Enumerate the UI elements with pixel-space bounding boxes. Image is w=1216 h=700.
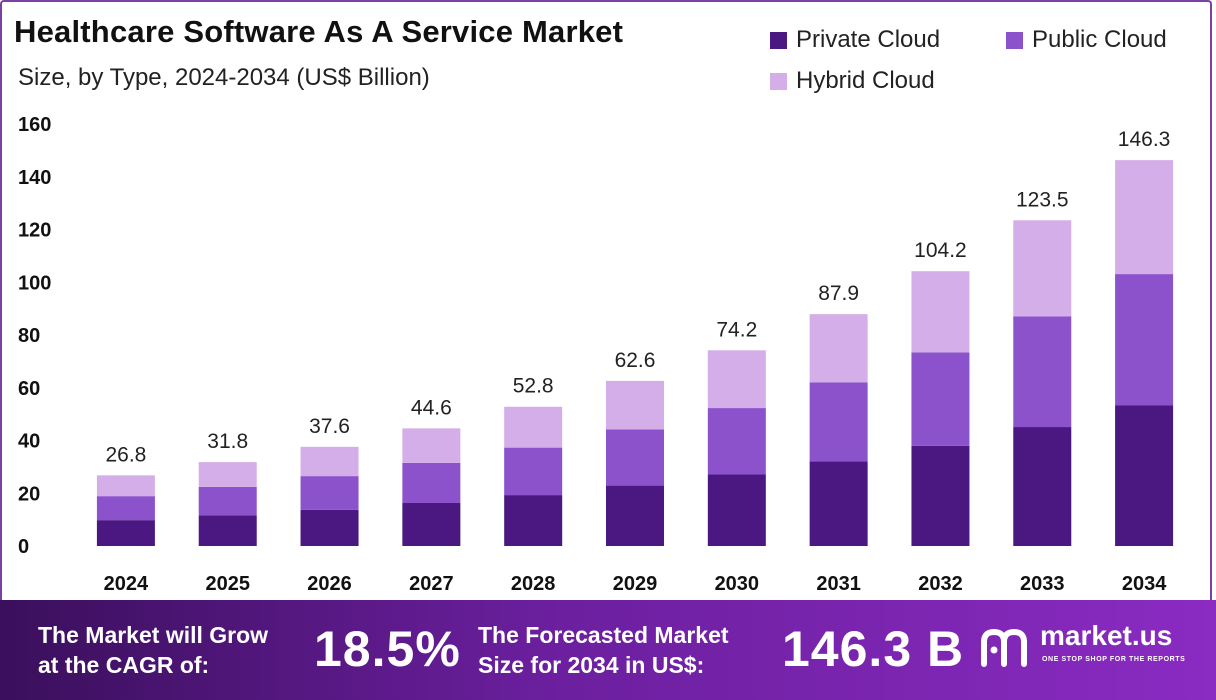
bar-public-cloud-2034: [1115, 274, 1174, 406]
bar-public-cloud-2031: [809, 382, 868, 462]
bar-public-cloud-2026: [300, 476, 359, 510]
x-tick-label: 2033: [1020, 573, 1065, 595]
x-tick-label: 2034: [1122, 573, 1167, 595]
cagr-label-line1: The Market will Grow: [38, 622, 269, 648]
x-tick-label: 2029: [613, 573, 658, 595]
data-label-total-2034: 146.3: [1118, 128, 1171, 151]
bar-hybrid-cloud-2030: [707, 350, 766, 409]
chart-frame: [0, 0, 1212, 600]
data-label-total-2033: 123.5: [1016, 188, 1069, 211]
bar-private-cloud-2025: [198, 515, 257, 546]
bar-private-cloud-2033: [1013, 427, 1072, 546]
brand-name: market.us: [1040, 620, 1173, 651]
bar-chart: 0 20 40 60 80 100 120 140 160 26.8 2024 31.8 2025 37.…: [18, 114, 1174, 595]
forecast-label-line1: The Forecasted Market: [478, 622, 729, 648]
data-label-total-2024: 26.8: [105, 443, 146, 466]
y-tick-label: 60: [18, 378, 40, 400]
data-label-total-2032: 104.2: [914, 239, 967, 262]
bar-public-cloud-2030: [707, 408, 766, 475]
forecast-label: The Forecasted Market Size for 2034 in U…: [478, 620, 729, 680]
bar-hybrid-cloud-2027: [402, 428, 461, 463]
brand-tagline: ONE STOP SHOP FOR THE REPORTS: [1042, 656, 1186, 663]
legend-swatch-hybrid-cloud: [770, 72, 787, 90]
x-tick-label: 2027: [409, 573, 454, 595]
forecast-value: 146.3 B: [782, 621, 965, 677]
y-tick-label: 20: [18, 483, 40, 505]
y-tick-label: 80: [18, 325, 40, 347]
legend-item-private-cloud: Private Cloud: [770, 26, 940, 54]
legend-item-hybrid-cloud: Hybrid Cloud: [770, 67, 935, 95]
bar-private-cloud-2026: [300, 509, 359, 546]
y-tick-label: 120: [18, 220, 51, 242]
bar-public-cloud-2032: [911, 352, 970, 446]
market-us-logo-icon: [981, 628, 1027, 667]
cagr-value: 18.5%: [314, 621, 461, 677]
bar-private-cloud-2032: [911, 445, 970, 546]
footer-banner: The Market will Grow at the CAGR of: 18.…: [0, 600, 1216, 700]
legend-swatch-public-cloud: [1006, 31, 1023, 49]
bar-hybrid-cloud-2028: [504, 406, 563, 448]
bar-public-cloud-2027: [402, 462, 461, 504]
cagr-label: The Market will Grow at the CAGR of:: [38, 620, 268, 680]
bar-hybrid-cloud-2033: [1013, 220, 1072, 317]
bar-hybrid-cloud-2026: [300, 446, 359, 477]
data-label-total-2031: 87.9: [818, 282, 859, 305]
x-tick-label: 2032: [918, 573, 963, 595]
bar-public-cloud-2025: [198, 486, 257, 516]
y-tick-label: 100: [18, 272, 51, 294]
bar-hybrid-cloud-2024: [96, 475, 155, 497]
y-tick-label: 140: [18, 167, 51, 189]
data-label-total-2025: 31.8: [207, 430, 248, 453]
forecast-label-line2: Size for 2034 in US$:: [478, 652, 705, 678]
bar-hybrid-cloud-2032: [911, 271, 970, 353]
bar-private-cloud-2030: [707, 474, 766, 546]
x-tick-label: 2028: [511, 573, 556, 595]
bar-hybrid-cloud-2025: [198, 462, 257, 487]
bar-public-cloud-2028: [504, 447, 563, 496]
data-label-total-2029: 62.6: [615, 349, 656, 372]
x-tick-label: 2026: [307, 573, 352, 595]
bar-hybrid-cloud-2034: [1115, 160, 1174, 275]
x-tick-label: 2024: [104, 573, 149, 595]
y-tick-label: 40: [18, 431, 40, 453]
data-label-total-2030: 74.2: [716, 318, 757, 341]
legend-label: Hybrid Cloud: [796, 67, 935, 94]
x-tick-label: 2030: [715, 573, 760, 595]
x-tick-label: 2025: [205, 573, 250, 595]
y-tick-label: 0: [18, 536, 29, 558]
chart-subtitle: Size, by Type, 2024-2034 (US$ Billion): [18, 64, 430, 91]
chart-title: Healthcare Software As A Service Market: [14, 14, 624, 49]
bar-private-cloud-2024: [96, 520, 155, 546]
data-label-total-2028: 52.8: [513, 375, 554, 398]
bar-private-cloud-2028: [504, 495, 563, 546]
bar-private-cloud-2034: [1115, 405, 1174, 546]
legend-label: Public Cloud: [1032, 26, 1167, 53]
x-tick-label: 2031: [816, 573, 861, 595]
legend-item-public-cloud: Public Cloud: [1006, 26, 1167, 54]
legend-label: Private Cloud: [796, 26, 941, 53]
bar-public-cloud-2024: [96, 496, 155, 521]
bar-private-cloud-2027: [402, 503, 461, 546]
data-label-total-2027: 44.6: [411, 396, 452, 419]
bar-hybrid-cloud-2029: [606, 380, 664, 430]
y-tick-label: 160: [18, 114, 51, 136]
cagr-label-line2: at the CAGR of:: [38, 652, 210, 678]
legend-swatch-private-cloud: [770, 31, 787, 49]
bar-private-cloud-2031: [809, 461, 868, 546]
bar-public-cloud-2033: [1013, 316, 1072, 428]
bar-private-cloud-2029: [606, 485, 664, 546]
bar-hybrid-cloud-2031: [809, 314, 868, 383]
bar-public-cloud-2029: [606, 429, 664, 486]
data-label-total-2026: 37.6: [309, 415, 350, 438]
